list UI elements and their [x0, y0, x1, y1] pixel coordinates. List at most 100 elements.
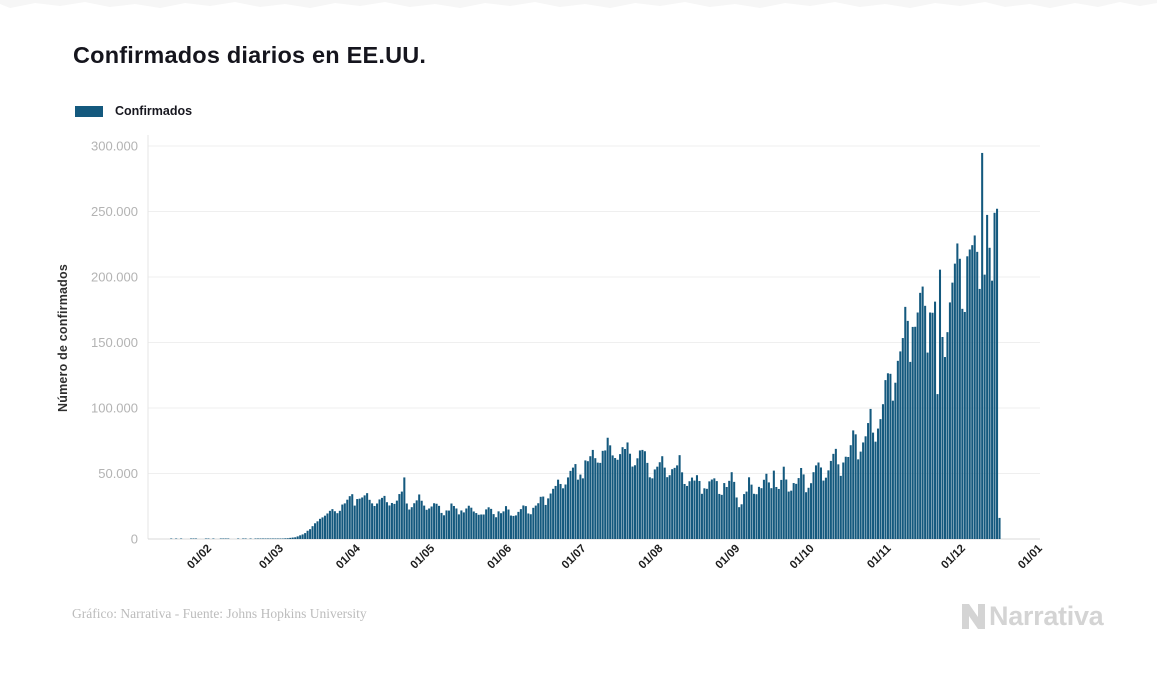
bar — [366, 493, 369, 539]
bar — [601, 450, 604, 539]
bar — [529, 514, 532, 539]
bar — [316, 521, 319, 539]
bar — [532, 507, 535, 539]
bar — [398, 494, 401, 539]
bar — [678, 455, 681, 539]
narrativa-logo: Narrativa — [961, 601, 1104, 632]
y-tick-label: 0 — [131, 532, 138, 547]
bar — [631, 466, 634, 539]
bar — [606, 437, 609, 539]
bar — [708, 481, 711, 539]
bar — [569, 470, 572, 539]
bar — [916, 312, 919, 539]
bar — [249, 538, 252, 539]
bar — [279, 538, 282, 539]
bar — [594, 458, 597, 539]
bar — [906, 320, 909, 539]
bar — [383, 495, 386, 539]
bar — [400, 491, 403, 539]
bar — [832, 453, 835, 539]
bar — [926, 352, 929, 539]
bar — [673, 467, 676, 539]
bar — [242, 538, 245, 539]
bar — [609, 445, 612, 539]
bar — [333, 511, 336, 539]
x-tick-label: 01/09 — [714, 543, 743, 572]
bar — [380, 497, 384, 539]
bar — [425, 509, 428, 539]
bar — [314, 523, 317, 539]
bar — [795, 483, 798, 539]
y-tick-label: 100.000 — [91, 401, 138, 416]
legend-label: Confirmados — [115, 104, 193, 118]
bar — [244, 538, 247, 539]
bar — [725, 486, 728, 539]
bar — [993, 212, 996, 539]
bar — [648, 477, 651, 539]
bar — [847, 456, 850, 539]
bar — [227, 538, 230, 539]
bar — [671, 469, 674, 539]
bar — [733, 481, 736, 539]
gridlines — [148, 145, 1040, 474]
bar — [646, 462, 649, 539]
bar — [552, 488, 555, 539]
bar — [876, 428, 880, 539]
bar — [775, 486, 778, 539]
bar — [988, 247, 991, 540]
chart-title: Confirmados diarios en EE.UU. — [73, 42, 427, 68]
bar — [693, 480, 696, 539]
bar — [750, 484, 753, 539]
bar — [405, 503, 408, 539]
bar — [626, 442, 629, 539]
bar — [872, 432, 875, 539]
bar — [450, 503, 453, 539]
bar — [963, 311, 966, 539]
bar — [800, 468, 803, 539]
bar — [271, 538, 274, 539]
bar — [656, 466, 659, 539]
bar — [819, 467, 822, 539]
bar — [911, 326, 914, 539]
bar — [261, 538, 264, 539]
x-tick-label: 01/08 — [637, 542, 666, 571]
bar — [378, 499, 381, 539]
bar — [353, 505, 356, 540]
bar — [256, 538, 260, 539]
bar — [566, 477, 570, 539]
bar — [802, 474, 805, 539]
bar — [440, 512, 443, 539]
bar — [978, 288, 981, 539]
bar — [348, 496, 351, 539]
narrativa-logo-text: Narrativa — [989, 601, 1104, 631]
bar — [740, 504, 743, 539]
bar — [666, 477, 669, 539]
bar — [886, 373, 889, 539]
bar — [705, 488, 708, 539]
bar — [676, 465, 679, 539]
bar — [780, 479, 783, 539]
bar — [438, 505, 441, 539]
bar — [837, 464, 840, 539]
x-tick-label: 01/02 — [185, 543, 214, 572]
bar — [361, 497, 364, 539]
bar — [264, 538, 267, 539]
bar — [564, 484, 567, 539]
bar — [824, 477, 827, 539]
y-tick-label: 250.000 — [91, 204, 138, 219]
x-tick-label: 01/04 — [334, 542, 363, 571]
bar — [621, 447, 624, 539]
bar — [395, 500, 398, 539]
top-torn-edge-decoration — [0, 0, 1157, 8]
bar — [547, 498, 550, 539]
bar — [373, 505, 376, 539]
bar — [509, 515, 512, 539]
bar — [919, 292, 922, 539]
bar — [889, 373, 892, 539]
bar — [715, 481, 718, 539]
bar — [943, 357, 946, 539]
bar — [891, 400, 894, 539]
bar — [961, 308, 964, 539]
bar — [827, 470, 830, 539]
